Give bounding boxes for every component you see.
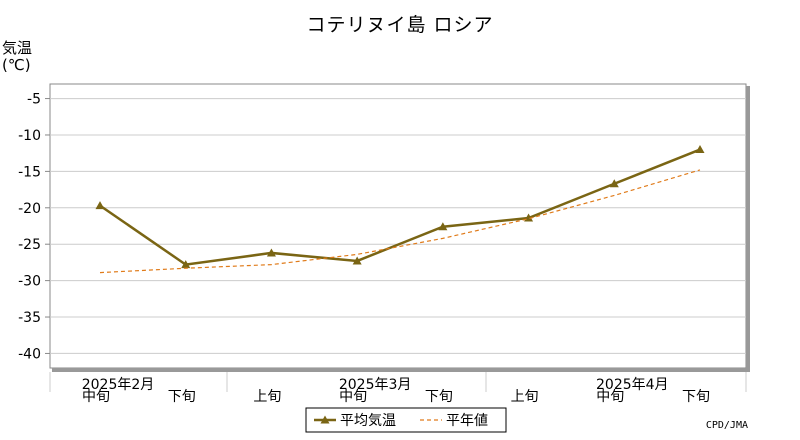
y-tick-label: -35 [18,310,41,326]
plot-frame [49,83,747,369]
x-month-label: 2025年4月 [596,377,669,393]
legend-marker-average [320,415,330,424]
x-month-label: 2025年2月 [82,377,155,393]
data-point-marker [95,201,105,210]
data-point-marker [438,222,448,231]
x-tick-label: 下旬 [682,389,710,405]
y-tick-label: -30 [18,274,41,290]
x-tick-label: 中旬 [339,389,367,405]
x-tick-label: 下旬 [168,389,196,405]
credit-label: CPD/JMA [705,420,748,431]
data-point-marker [352,256,362,265]
plot-shadow-bottom [52,368,750,372]
y-tick-label: -20 [18,201,41,217]
data-point-marker [266,248,276,257]
y-tick-label: -10 [18,128,41,144]
legend-label-average: 平均気温 [340,413,396,429]
y-tick-label: -40 [18,346,41,362]
legend-label-normal: 平年値 [446,413,488,429]
series-line-normal [99,169,701,274]
x-tick-label: 下旬 [425,389,453,405]
data-point-marker [695,145,705,154]
y-axis-label: 気温 (℃) [2,40,32,74]
y-tick-label: -15 [18,164,41,180]
x-tick-label: 中旬 [82,389,110,405]
y-tick-label: -25 [18,237,41,253]
x-tick-label: 上旬 [511,389,539,405]
y-tick-label: -5 [27,92,41,108]
data-point-marker [181,260,191,269]
legend-box [305,407,507,433]
plot-shadow-right [746,86,750,370]
x-tick-label: 上旬 [253,389,281,405]
y-axis-label-line2: (℃) [2,56,31,74]
y-axis-label-line1: 気温 [2,39,33,57]
chart-title: コテリヌイ島 ロシア [306,14,494,36]
series-line-average [99,148,701,266]
x-tick-label: 中旬 [596,389,624,405]
x-month-label: 2025年3月 [339,377,412,393]
data-point-marker [609,179,619,188]
